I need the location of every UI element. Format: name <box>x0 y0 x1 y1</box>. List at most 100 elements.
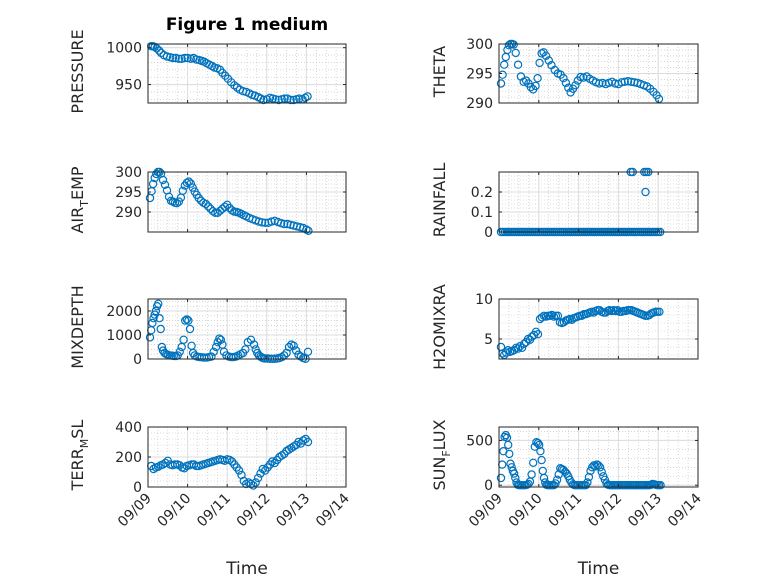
data-point <box>160 180 170 189</box>
y-tick-label: 0 <box>484 225 493 241</box>
data-point <box>613 306 622 315</box>
data-point <box>180 53 189 63</box>
y-tick-label: 0 <box>133 352 142 368</box>
y-tick-label: 5 <box>484 332 493 348</box>
data-point <box>280 94 289 103</box>
data-point <box>623 76 633 86</box>
data-point <box>517 343 527 352</box>
data-point <box>179 335 188 344</box>
data-point <box>544 56 554 65</box>
data-point <box>527 470 536 479</box>
x-tick-label: 09/10 <box>155 491 195 531</box>
data-point <box>216 335 226 344</box>
data-point <box>183 53 192 63</box>
data-point <box>289 341 298 350</box>
data-point <box>536 447 545 456</box>
data-point <box>220 202 229 211</box>
axes-box <box>498 426 699 488</box>
data-point <box>178 186 187 195</box>
data-point <box>171 53 180 63</box>
y-tick-label: 300 <box>466 37 493 53</box>
data-point <box>280 219 289 229</box>
axes-box <box>498 298 699 360</box>
y-axis-label: RAINFALL <box>430 163 449 238</box>
y-tick-label: 200 <box>115 450 142 466</box>
y-tick-label: 0.1 <box>471 205 493 221</box>
data-point <box>547 310 557 320</box>
axes-box <box>147 171 347 233</box>
data-point <box>241 345 250 354</box>
data-point <box>188 183 197 192</box>
data-point <box>597 467 606 476</box>
y-tick-label: 290 <box>115 205 142 221</box>
subplot-sun_flux: 0 500 SUNFLUX 09/09 09/10 09/11 09/12 09/13 09/1… <box>430 419 705 579</box>
data-point <box>529 458 538 467</box>
x-axis-label: Time <box>225 559 268 579</box>
data-point <box>535 58 544 68</box>
x-axis-label: Time <box>577 559 620 579</box>
data-point <box>513 344 523 353</box>
data-point <box>584 472 594 482</box>
data-point <box>504 440 513 450</box>
x-tick-label: 09/11 <box>194 491 234 531</box>
data-point <box>302 225 311 234</box>
x-tick-label: 09/09 <box>466 491 506 531</box>
subplot-h2omixra: 5 10 H2OMIXRA <box>430 284 699 370</box>
data-point <box>156 48 166 58</box>
data-point <box>154 299 163 308</box>
data-point <box>168 197 178 206</box>
subplot-terr_msl: 0 200 400 TERRMSL 09/09 09/10 09/11 09/12 09/13 0… <box>68 420 353 579</box>
y-axis-label: THETA <box>430 46 449 98</box>
data-point <box>626 77 636 87</box>
x-tick-label: 09/13 <box>273 491 313 531</box>
subplot-mixdepth: 0 1000 2000 MIXDEPTH <box>68 285 347 369</box>
subplot-pressure: 950 1000 PRESSURE <box>68 29 347 114</box>
subplot-rainfall: 0 0.1 0.2 RAINFALL <box>430 163 699 241</box>
data-point <box>148 318 157 328</box>
y-tick-label: 500 <box>466 433 493 449</box>
data-point <box>531 327 541 336</box>
data-point <box>161 458 170 468</box>
x-tick-label: 09/14 <box>665 490 705 530</box>
data-point <box>564 83 573 92</box>
data-point <box>158 175 168 185</box>
data-point <box>180 316 190 325</box>
data-point <box>541 51 551 61</box>
data-point <box>559 73 568 83</box>
data-point <box>496 473 506 483</box>
data-point <box>502 348 511 357</box>
data-point <box>249 340 259 349</box>
data-point <box>506 459 515 468</box>
data-point <box>509 346 519 355</box>
data-point <box>617 78 626 87</box>
data-point <box>182 178 191 187</box>
data-point <box>182 315 191 324</box>
data-point <box>537 313 547 322</box>
data-point <box>184 177 193 186</box>
data-point <box>192 55 201 64</box>
data-point <box>533 438 543 448</box>
data-point <box>194 193 203 203</box>
data-point <box>172 198 182 208</box>
figure-title: Figure 1 medium <box>166 15 328 35</box>
x-tick-label: 09/10 <box>506 491 546 531</box>
data-point <box>253 473 263 483</box>
y-tick-label: 400 <box>115 420 142 436</box>
axes-box <box>498 171 699 233</box>
data-point <box>209 347 218 356</box>
y-tick-label: 0.2 <box>471 185 493 201</box>
data-point <box>531 81 540 91</box>
data-point <box>513 60 523 69</box>
data-point <box>533 73 542 83</box>
data-point <box>211 208 220 217</box>
data-point <box>152 44 161 53</box>
axes-box <box>147 43 347 104</box>
data-point <box>533 330 543 339</box>
data-point <box>595 463 605 472</box>
data-point <box>186 179 195 188</box>
data-point <box>148 179 158 189</box>
data-point <box>151 306 161 316</box>
y-axis-label: SUNFLUX <box>430 419 453 490</box>
data-point <box>505 449 514 459</box>
data-point <box>168 53 178 63</box>
